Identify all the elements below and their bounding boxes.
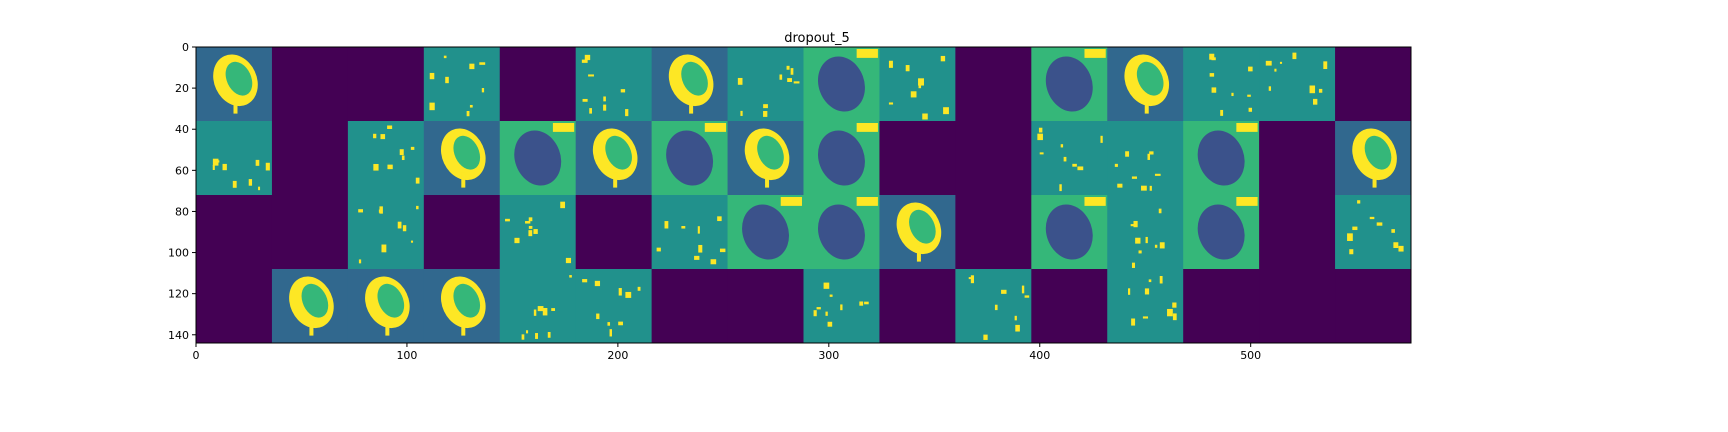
tile-sparse [1107,121,1184,196]
tile-dark [1031,269,1108,344]
tile-leaf [196,47,273,122]
tile-dark [879,269,956,344]
tile-sparse [955,269,1032,344]
tile-leaf [575,121,653,196]
y-tick-label: 60 [175,164,189,177]
tile-dark [651,269,729,344]
y-tick-label: 100 [168,247,189,260]
tile-dark [423,195,501,270]
y-axis: 0 20 40 60 80 100 120 140 [168,41,196,342]
tile-dark [1183,269,1260,344]
x-tick-label: 300 [818,349,839,362]
tile-dark [1259,195,1336,270]
y-tick-label: 0 [182,41,189,54]
tile-sparse [347,195,425,270]
tile-dark [1335,269,1412,344]
tile-sparse [1107,269,1184,344]
y-tick-label: 20 [175,82,189,95]
tile-bg [1183,121,1260,196]
tile-dark [271,121,349,196]
y-tick-label: 80 [175,205,189,218]
tile-sparse [1259,47,1336,122]
tile-dark [955,47,1032,122]
tile-bg [1031,195,1108,270]
tile-leaf [271,269,349,344]
tile-dark [271,47,349,122]
tile-bg [727,195,804,270]
x-axis: 0 100 200 300 400 500 [193,343,1261,362]
tile-bg [1183,195,1260,270]
tile-leaf [423,121,501,196]
tile-sparse [651,195,729,270]
tile-leaf [879,195,956,270]
tile-sparse [499,195,577,270]
tile-sparse [803,269,880,344]
tile-sparse [575,269,653,344]
tile-leaf [1335,121,1412,196]
tile-sparse [575,47,653,122]
tile-sparse [347,121,425,196]
tile-bg [499,121,577,196]
tile-dark [271,195,349,270]
tile-leaf [347,269,425,344]
tile-sparse [196,121,273,196]
plot-frame [195,46,1412,344]
tile-sparse [1183,47,1260,122]
chart-title: dropout_5 [784,31,850,46]
tile-dark [955,195,1032,270]
x-tick-label: 0 [193,349,200,362]
tile-bg [803,47,880,122]
x-tick-label: 200 [607,349,628,362]
tile-dark [879,121,956,196]
tile-leaf [651,47,729,122]
y-tick-label: 40 [175,123,189,136]
tile-bg [803,121,880,196]
x-tick-label: 400 [1029,349,1050,362]
tile-bg [651,121,729,196]
tile-sparse [499,269,577,344]
tile-dark [1259,269,1336,344]
tile-dark [575,195,653,270]
tile-dark [955,121,1032,196]
tile-leaf [727,121,804,196]
tile-sparse [1031,121,1108,196]
tile-bg [803,195,880,270]
tile-dark [196,195,273,270]
x-tick-label: 100 [396,349,417,362]
tile-dark [196,269,273,344]
tile-dark [499,47,577,122]
tile-dark [727,269,804,344]
tile-dark [1335,47,1412,122]
tile-sparse [879,47,956,122]
tile-leaf [423,269,501,344]
heatmap-tiles [196,47,1412,344]
tile-sparse [423,47,501,122]
x-tick-label: 500 [1240,349,1261,362]
y-tick-label: 140 [168,329,189,342]
tile-sparse [727,47,804,122]
y-tick-label: 120 [168,288,189,301]
tile-bg [1031,47,1108,122]
tile-leaf [1107,47,1184,122]
tile-dark [1259,121,1336,196]
tile-dark [347,47,425,122]
tile-sparse [1107,195,1184,270]
tile-sparse [1335,195,1412,270]
